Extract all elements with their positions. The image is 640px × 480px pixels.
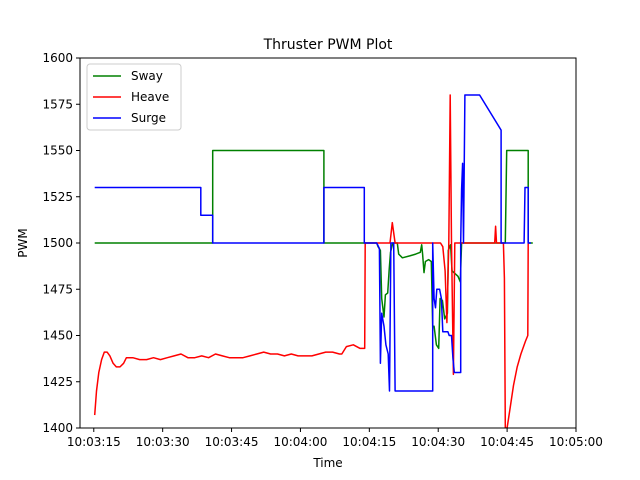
legend-label-surge: Surge: [131, 111, 166, 125]
x-tick-label: 10:04:30: [411, 435, 465, 449]
legend-label-heave: Heave: [131, 90, 169, 104]
y-tick-label: 1400: [42, 421, 73, 435]
y-tick-label: 1425: [42, 375, 73, 389]
chart-title: Thruster PWM Plot: [263, 37, 393, 53]
y-tick-label: 1550: [42, 144, 73, 158]
series-line-heave: [93, 94, 529, 428]
x-tick-label: 10:03:45: [205, 435, 259, 449]
y-tick-label: 1600: [42, 51, 73, 65]
x-tick-label: 10:04:15: [342, 435, 396, 449]
x-tick-label: 10:04:00: [273, 435, 327, 449]
series-layer: [93, 94, 533, 428]
y-axis: 1400 1425 1450 1475 1500 1525 1550 1575 1600: [42, 51, 80, 435]
y-tick-label: 1500: [42, 236, 73, 250]
x-axis: 10:03:15 10:03:30 10:03:45 10:04:00 10:04:15…: [67, 428, 603, 449]
x-tick-label: 10:03:15: [67, 435, 121, 449]
legend-label-sway: Sway: [131, 69, 163, 83]
x-axis-label: Time: [312, 456, 342, 470]
y-tick-label: 1475: [42, 282, 73, 296]
series-line-surge: [94, 94, 531, 392]
y-tick-label: 1525: [42, 190, 73, 204]
x-tick-label: 10:05:00: [549, 435, 603, 449]
y-axis-label: PWM: [16, 228, 30, 257]
y-tick-label: 1450: [42, 329, 73, 343]
legend: Sway Heave Surge: [86, 63, 182, 131]
legend-box: [86, 63, 182, 131]
x-tick-label: 10:04:45: [480, 435, 534, 449]
y-tick-label: 1575: [42, 97, 73, 111]
x-tick-label: 10:03:30: [136, 435, 190, 449]
